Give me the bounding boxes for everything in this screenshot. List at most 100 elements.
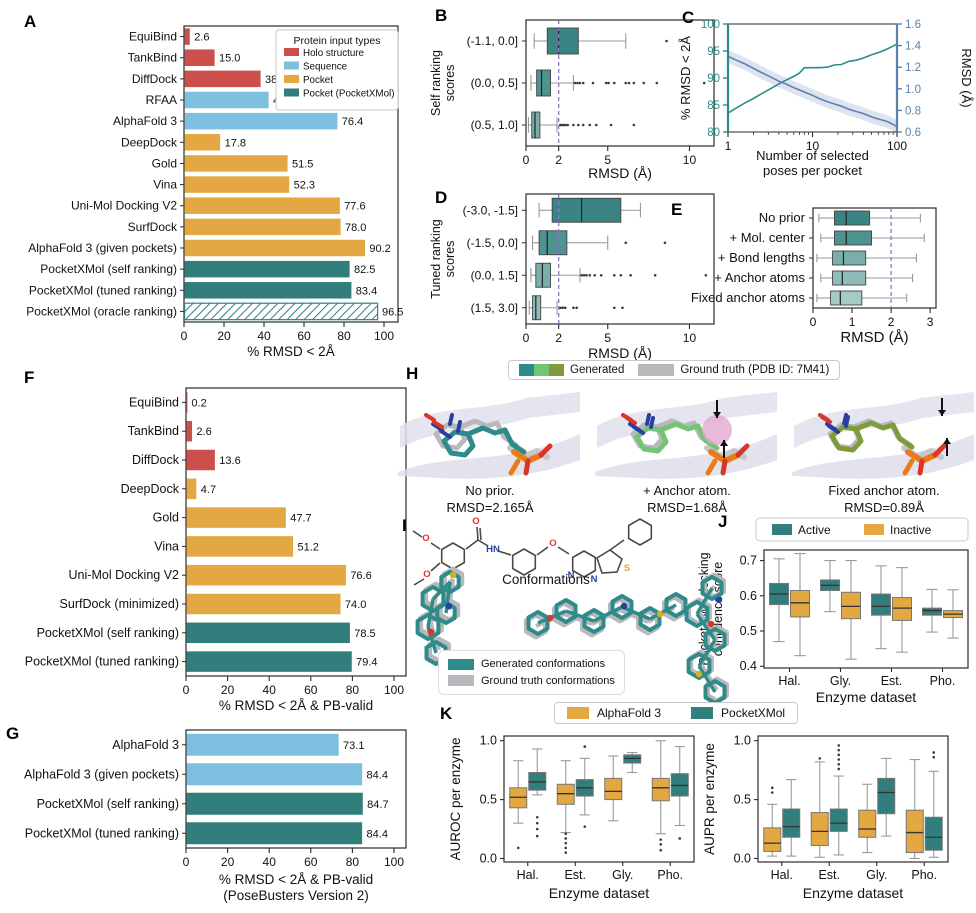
molecule-group — [424, 413, 519, 451]
legend-item-label: Pocket — [303, 75, 333, 86]
outlier-dot — [535, 821, 539, 825]
molecule-group — [432, 420, 527, 458]
outlier-dot — [594, 123, 598, 127]
molecule-render-image — [792, 392, 974, 479]
x-tick-label: 20 — [217, 329, 231, 343]
outlier-dot — [609, 123, 613, 127]
y-tick-label: 0.7 — [740, 554, 757, 568]
x-tick-label: 3 — [927, 315, 934, 329]
outlier-dot — [564, 846, 568, 850]
generated-color-swatch-icon — [519, 364, 564, 376]
molecule-stick — [827, 424, 840, 434]
svg-line — [593, 605, 623, 623]
conformer-ring — [664, 592, 688, 618]
panel-label-h: H — [406, 364, 419, 383]
outlier-dot — [770, 786, 774, 790]
confidence-band — [728, 49, 897, 134]
box — [782, 808, 801, 838]
render-caption-line1: Fixed anchor atom. — [828, 483, 940, 498]
legend-swatch-icon — [284, 88, 299, 97]
bar-category-label: DeepDock — [121, 135, 178, 149]
bar — [184, 218, 341, 236]
box — [551, 197, 622, 223]
panel-h: Generated Ground truth (PDB ID: 7M41) No… — [398, 360, 976, 517]
y-tick-label: 0.5 — [480, 793, 497, 807]
y-axis-label: scores — [443, 65, 457, 102]
atom-dot — [445, 602, 453, 610]
atom-dot — [656, 610, 664, 618]
bar — [186, 420, 193, 442]
y-tick-label: 1.0 — [480, 734, 497, 748]
conformer-ring — [686, 652, 712, 680]
atom-label: HN — [486, 544, 500, 555]
bar — [184, 155, 288, 172]
bond-line — [476, 526, 479, 541]
plot-frame — [185, 729, 407, 849]
bar-category-label: TankBind — [128, 51, 177, 65]
left-tick-label: 90 — [707, 73, 720, 85]
x-tick-label: Pho. — [930, 674, 956, 688]
plot-frame — [183, 25, 399, 323]
panel-d-box-chart: (-3.0, -1.5] (-1.5, 0.0] (0.0, 1.5] (1.5, 3… — [429, 193, 715, 361]
box-category-label: (-1.1, 0.0] — [467, 34, 518, 48]
atom-dot — [707, 620, 715, 628]
bar — [184, 28, 190, 45]
outlier-dot — [932, 751, 936, 754]
bar — [184, 70, 261, 88]
box-category-label: (1.5, 3.0] — [471, 301, 518, 315]
atom-label: O — [472, 516, 479, 527]
x-tick-label: 100 — [384, 683, 404, 697]
x-tick-label: Pho. — [657, 868, 683, 882]
render-caption: No prior. RMSD=2.165Å — [398, 483, 582, 517]
bond-line — [430, 562, 441, 572]
box — [858, 809, 877, 838]
molecule-stick — [424, 413, 436, 422]
bar-category-label: SurfDock (minimized) — [60, 597, 179, 611]
outlier-dot — [581, 123, 585, 127]
x-tick-label: 60 — [304, 683, 318, 697]
bar — [186, 507, 286, 528]
bar-value-label: 4.7 — [201, 484, 216, 496]
render-caption-line2: RMSD=0.89Å — [844, 499, 924, 515]
panel-label-a: A — [24, 12, 37, 31]
box — [832, 250, 867, 266]
legend-row-generated: Generated conformations — [448, 656, 615, 673]
conformer-ring — [700, 575, 724, 601]
bar-value-label: 78.5 — [354, 628, 375, 640]
panel-label-e: E — [671, 200, 683, 219]
bar — [184, 239, 365, 257]
outlier-dot — [624, 241, 628, 245]
bar — [186, 822, 363, 845]
svg-line — [695, 613, 717, 641]
box — [546, 27, 579, 55]
molecule-stick — [441, 429, 476, 458]
legend-title: Protein input types — [294, 35, 381, 47]
outlier-dot — [583, 825, 587, 828]
olive-swatch-icon — [549, 364, 564, 376]
bar-value-label: 83.4 — [356, 285, 377, 297]
bond-line — [609, 539, 625, 551]
outlier-dot — [585, 273, 588, 277]
bar-value-label: 84.4 — [367, 769, 388, 781]
molecule-stick — [433, 422, 468, 451]
panel-b-box-chart: (-1.1, 0.0] (0.0, 0.5] (0.5, 1.0] 0 2 5 10 RMSD… — [429, 19, 715, 181]
x-tick-label: 1 — [725, 139, 732, 153]
y-tick-label: 0.5 — [740, 624, 757, 638]
bar-value-label: 77.6 — [344, 201, 365, 213]
arrow-down-icon-head — [938, 410, 946, 416]
x-tick-label: Hal. — [771, 868, 793, 882]
panel-k-auroc-chart: 0.0 0.5 1.0 Hal. Est. Gly. Pho. Enzyme dataset A… — [448, 734, 695, 901]
x-tick-label: 2 — [555, 331, 562, 345]
outlier-dot — [588, 123, 592, 127]
legend-box — [275, 29, 399, 111]
bond-line — [557, 546, 570, 555]
svg-line — [619, 608, 649, 624]
panel-k: AlphaFold 3 PocketXMol 0.0 0.5 1.0 Hal. Est.… — [434, 700, 976, 912]
outlier-dot — [581, 81, 585, 85]
alphafold3-legend-label: AlphaFold 3 — [597, 706, 662, 720]
legend-swatch-icon — [284, 48, 299, 56]
legend-swatch-icon — [864, 524, 884, 535]
outlier-dot — [575, 306, 578, 310]
molecule-stick — [645, 413, 651, 426]
protein-ribbon — [595, 434, 777, 479]
